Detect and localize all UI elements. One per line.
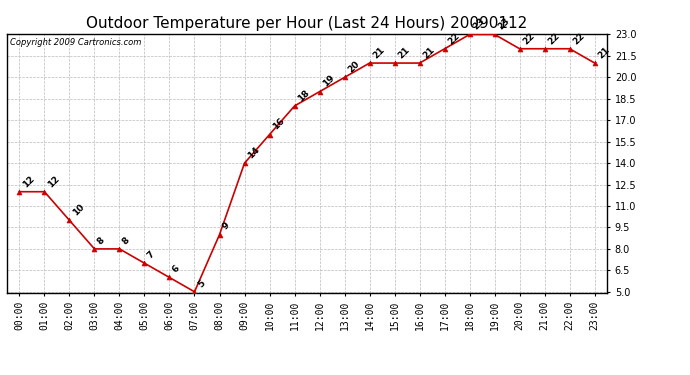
Text: 6: 6 [171, 264, 181, 275]
Text: 20: 20 [346, 60, 361, 75]
Text: 22: 22 [546, 31, 561, 46]
Text: 14: 14 [246, 145, 262, 160]
Text: 8: 8 [96, 236, 107, 246]
Title: Outdoor Temperature per Hour (Last 24 Hours) 20090112: Outdoor Temperature per Hour (Last 24 Ho… [86, 16, 528, 31]
Text: 7: 7 [146, 249, 157, 260]
Text: 22: 22 [446, 31, 461, 46]
Text: 22: 22 [521, 31, 536, 46]
Text: 12: 12 [21, 174, 36, 189]
Text: 16: 16 [271, 117, 286, 132]
Text: 23: 23 [471, 16, 486, 32]
Text: 21: 21 [421, 45, 436, 60]
Text: 21: 21 [596, 45, 611, 60]
Text: 22: 22 [571, 31, 586, 46]
Text: 10: 10 [71, 202, 86, 217]
Text: 18: 18 [296, 88, 311, 103]
Text: 12: 12 [46, 174, 61, 189]
Text: 21: 21 [371, 45, 386, 60]
Text: 8: 8 [121, 236, 132, 246]
Text: 9: 9 [221, 221, 232, 232]
Text: 19: 19 [321, 74, 336, 89]
Text: Copyright 2009 Cartronics.com: Copyright 2009 Cartronics.com [10, 38, 141, 46]
Text: 21: 21 [396, 45, 411, 60]
Text: 23: 23 [496, 16, 511, 32]
Text: 5: 5 [196, 278, 207, 289]
